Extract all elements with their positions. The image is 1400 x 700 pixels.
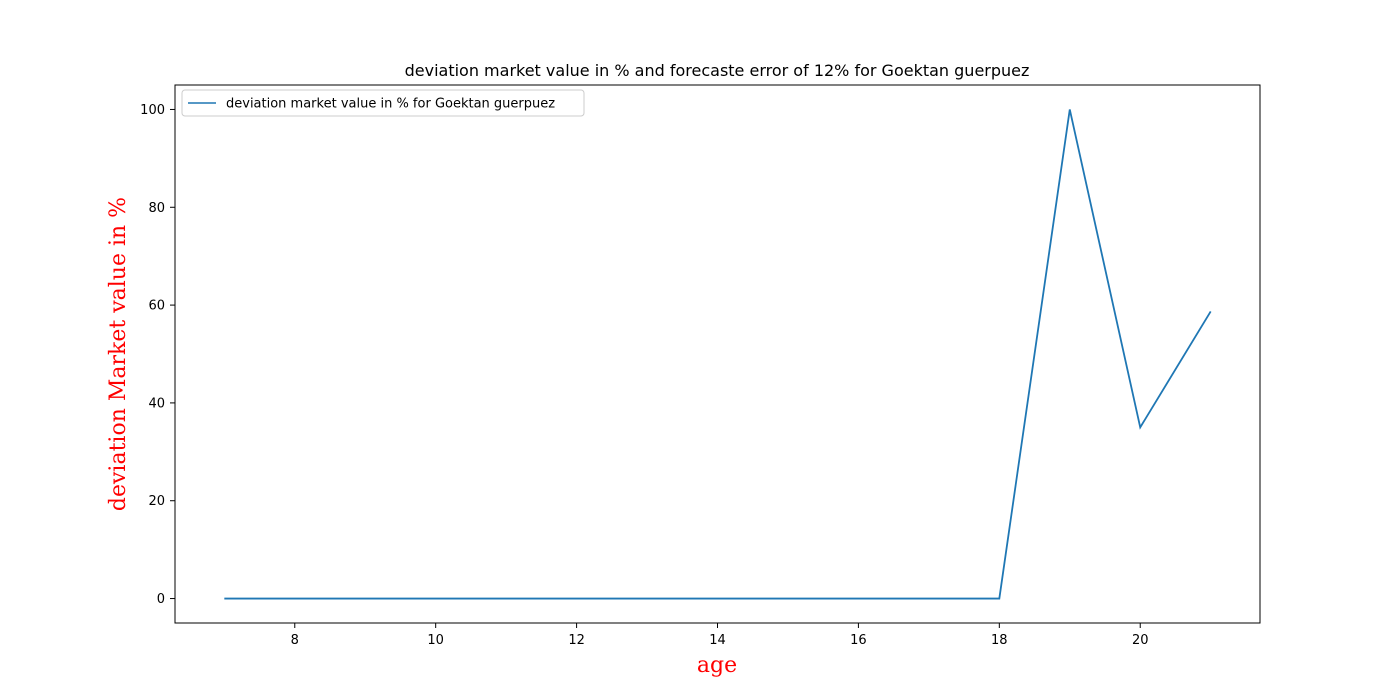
y-tick-label: 80 (148, 201, 165, 216)
x-tick-label: 12 (568, 633, 585, 648)
series-line (224, 109, 1212, 600)
y-axis-ticks: 0 20 40 60 80 100 (140, 103, 175, 607)
y-tick-label: 60 (148, 299, 165, 314)
x-tick-label: 18 (991, 633, 1008, 648)
x-tick-label: 20 (1132, 633, 1149, 648)
legend-box (181, 89, 585, 117)
legend-entry-label: deviation market value in % for Goektan … (226, 97, 555, 112)
x-axis-label: age (697, 653, 737, 678)
y-axis-label: deviation Market value in % (106, 197, 131, 511)
x-tick-label: 8 (291, 633, 299, 648)
plot-area: 8 10 12 14 16 18 20 0 20 40 60 80 100 (140, 84, 1261, 648)
chart-title: deviation market value in % and forecast… (405, 61, 1030, 80)
y-tick-label: 20 (148, 494, 165, 509)
y-tick-label: 0 (157, 592, 165, 607)
series-layer (224, 109, 1212, 600)
plot-frame (174, 84, 1261, 624)
x-tick-label: 14 (709, 633, 726, 648)
legend: deviation market value in % for Goektan … (181, 89, 585, 117)
y-tick-label: 40 (148, 396, 165, 411)
x-axis-ticks: 8 10 12 14 16 18 20 (291, 623, 1149, 648)
x-tick-label: 10 (427, 633, 444, 648)
x-tick-label: 16 (850, 633, 867, 648)
y-tick-label: 100 (140, 103, 165, 118)
